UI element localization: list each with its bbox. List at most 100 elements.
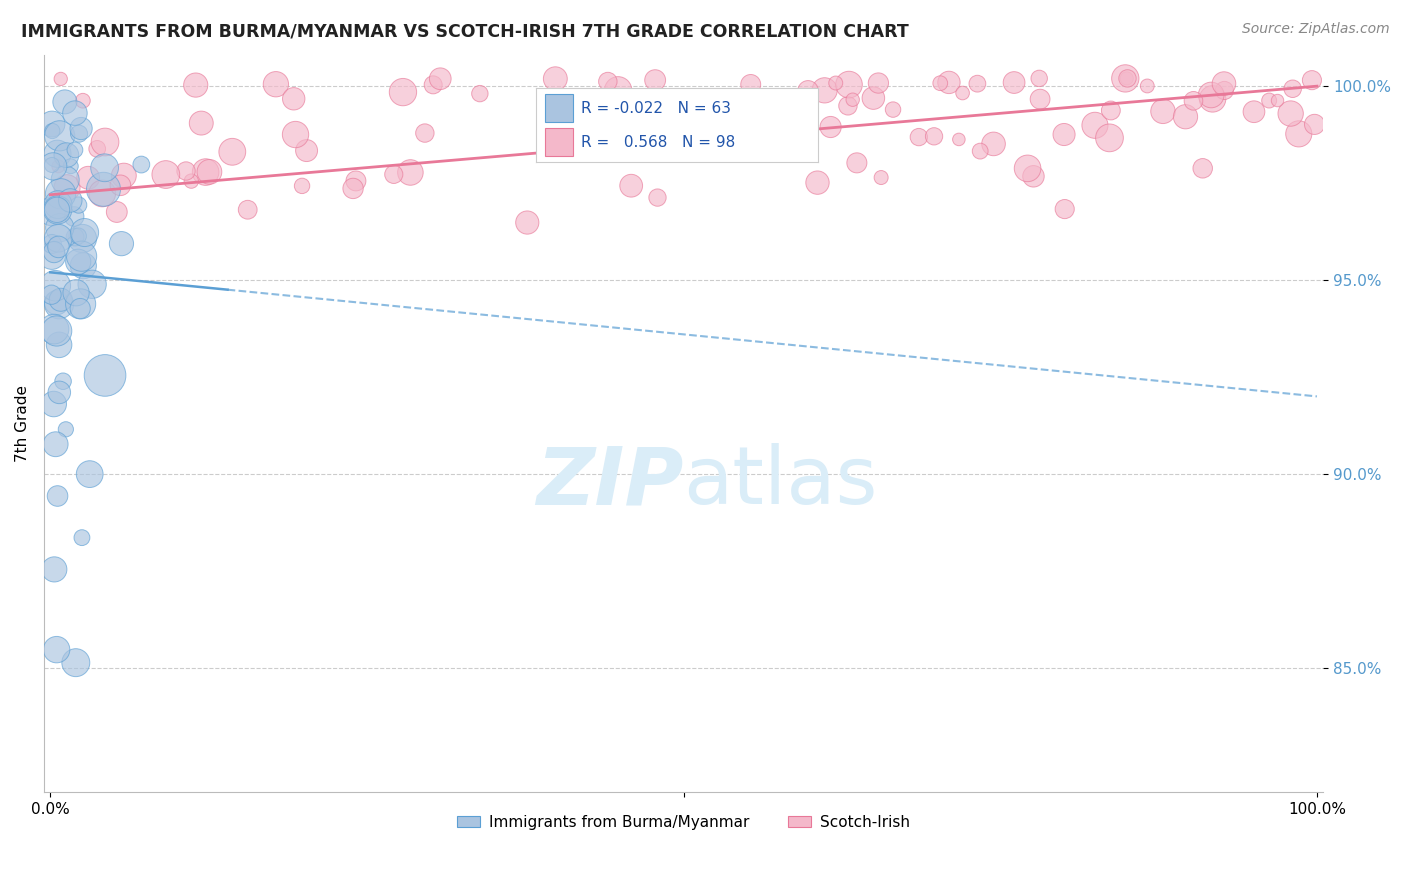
Point [110, 178, 132, 193]
Point [929, 76, 952, 90]
Point [1182, 94, 1205, 108]
Point [785, 144, 807, 158]
Point [813, 83, 835, 97]
Point [48, 240, 70, 254]
Point [806, 176, 828, 190]
Point [46, 202, 69, 217]
Point [544, 71, 567, 86]
Point [468, 87, 491, 101]
Point [48, 220, 70, 235]
Text: ZIP: ZIP [536, 443, 683, 522]
Point [63, 106, 86, 120]
Point [131, 157, 153, 171]
Point [41, 204, 63, 219]
Y-axis label: 7th Grade: 7th Grade [15, 385, 30, 462]
Point [73, 226, 96, 240]
Point [1029, 92, 1052, 106]
Point [607, 83, 630, 97]
Point [969, 144, 991, 158]
Point [72, 94, 94, 108]
Point [1279, 106, 1302, 120]
Point [112, 169, 135, 183]
Point [824, 76, 846, 90]
Point [48, 297, 70, 311]
Point [1017, 161, 1039, 176]
Point [59, 194, 82, 208]
Point [596, 74, 619, 88]
Point [1002, 76, 1025, 90]
Point [67, 198, 90, 212]
Point [52, 374, 75, 388]
Point [516, 215, 538, 229]
Point [45, 437, 67, 451]
Point [41, 158, 63, 172]
Point [1152, 104, 1174, 119]
Point [44, 562, 66, 576]
Point [48, 385, 70, 400]
Point [45, 295, 67, 310]
Point [45, 324, 67, 338]
Point [1022, 169, 1045, 184]
Point [966, 77, 988, 91]
Point [105, 205, 128, 219]
Point [67, 127, 90, 141]
Point [295, 144, 318, 158]
Point [1213, 83, 1236, 97]
Point [77, 170, 100, 185]
Point [86, 142, 108, 156]
Point [42, 322, 65, 336]
Point [42, 245, 65, 260]
Point [599, 145, 621, 159]
Point [1301, 73, 1323, 87]
Point [838, 78, 860, 92]
Point [1288, 127, 1310, 141]
Point [644, 73, 666, 87]
Point [67, 229, 90, 244]
Point [45, 642, 67, 657]
Point [48, 159, 70, 173]
Point [678, 118, 700, 132]
Point [342, 181, 364, 195]
Point [69, 301, 91, 316]
Point [797, 84, 820, 98]
Point [42, 397, 65, 411]
Point [422, 78, 444, 92]
Point [41, 249, 63, 263]
Point [63, 143, 86, 157]
Point [862, 91, 884, 105]
Point [1053, 202, 1076, 216]
Point [56, 180, 79, 194]
Point [94, 368, 117, 383]
Point [283, 92, 305, 106]
Point [65, 285, 87, 300]
Point [63, 230, 86, 244]
Point [91, 186, 114, 201]
Point [49, 186, 72, 201]
Point [1115, 71, 1137, 86]
Point [72, 259, 94, 273]
Point [264, 77, 287, 91]
Point [194, 165, 217, 179]
Point [1084, 118, 1107, 132]
Point [382, 168, 405, 182]
Point [1028, 71, 1050, 86]
Point [198, 165, 221, 179]
Point [70, 249, 93, 263]
Point [938, 75, 960, 89]
Point [740, 78, 762, 92]
Point [190, 116, 212, 130]
Point [46, 202, 69, 217]
Point [1213, 77, 1236, 91]
Point [110, 236, 132, 251]
Point [845, 156, 868, 170]
Point [1281, 81, 1303, 95]
Text: Source: ZipAtlas.com: Source: ZipAtlas.com [1241, 22, 1389, 37]
Point [820, 120, 842, 134]
Point [1201, 92, 1223, 106]
Point [399, 165, 422, 179]
Point [41, 237, 63, 252]
Text: atlas: atlas [683, 443, 877, 522]
Point [67, 254, 90, 268]
Point [155, 168, 177, 182]
Point [1098, 131, 1121, 145]
